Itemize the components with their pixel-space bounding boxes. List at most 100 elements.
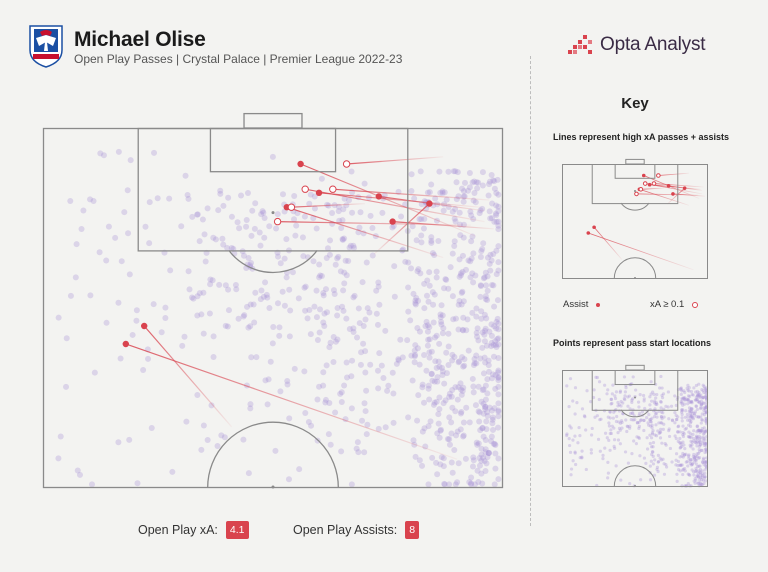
pass-start-point	[629, 418, 633, 422]
pass-start-point	[416, 328, 423, 335]
pass-start-point	[479, 169, 486, 176]
pass-start-point	[688, 424, 693, 428]
pass-start-point	[330, 287, 337, 294]
pass-start-point	[429, 377, 436, 384]
pass-start-point	[286, 286, 293, 293]
pass-start-point	[623, 450, 628, 454]
pass-start-point	[414, 345, 421, 352]
pass-start-point	[619, 419, 624, 423]
pass-start-point	[688, 473, 692, 477]
pass-start-point	[238, 192, 245, 199]
pass-start-point	[405, 308, 412, 315]
pass-start-point	[453, 179, 460, 186]
pass-start-point	[682, 389, 686, 393]
pass-start-point	[321, 310, 328, 317]
pass-start-point	[67, 198, 74, 205]
goal	[625, 364, 645, 371]
pass-start-point	[449, 208, 456, 215]
pass-start-point	[692, 439, 696, 443]
pass-start-point	[660, 441, 664, 445]
pass-start-point	[644, 461, 648, 465]
pass-start-point	[463, 266, 470, 273]
pass-start-point	[300, 253, 307, 260]
pass-start-point	[624, 386, 628, 390]
pass-start-point	[247, 323, 254, 330]
pass-start-point	[461, 356, 468, 363]
pass-start-point	[678, 463, 682, 467]
xa-pass-origin	[642, 181, 648, 186]
pass-start-point	[701, 383, 705, 387]
pass-start-point	[245, 470, 252, 477]
pass-start-point	[654, 401, 658, 405]
pass-start-point	[601, 453, 605, 458]
pass-start-point	[488, 339, 495, 346]
pass-start-point	[700, 483, 704, 487]
pass-start-point	[415, 392, 422, 399]
pass-start-point	[354, 439, 361, 446]
pass-start-point	[638, 393, 642, 397]
pass-start-point	[678, 446, 682, 450]
pass-start-point	[582, 414, 587, 418]
pass-start-point	[683, 469, 687, 473]
pass-start-point	[482, 436, 489, 443]
pass-start-point	[418, 239, 425, 246]
pass-start-point	[439, 188, 446, 195]
pass-start-point	[390, 419, 397, 426]
pass-start-point	[656, 469, 660, 474]
pass-start-point	[609, 428, 613, 432]
pass-start-point	[428, 239, 435, 246]
pass-start-point	[439, 189, 446, 196]
pass-start-point	[606, 388, 610, 392]
pass-start-point	[424, 328, 431, 335]
pass-start-point	[432, 334, 439, 341]
pass-start-point	[240, 313, 247, 320]
pass-start-point	[683, 415, 688, 419]
pass-start-point	[445, 285, 452, 292]
pass-start-point	[702, 432, 706, 436]
pass-start-point	[703, 460, 708, 464]
pass-start-point	[704, 405, 708, 409]
pass-start-point	[435, 420, 442, 427]
pass-start-point	[235, 315, 242, 322]
penalty-spot	[271, 211, 275, 215]
pass-start-point	[247, 301, 254, 308]
pass-start-point	[133, 307, 140, 314]
pass-start-point	[178, 223, 185, 230]
pass-start-point	[670, 419, 675, 423]
pass-start-point	[495, 335, 502, 342]
pass-start-point	[578, 456, 582, 460]
pass-start-point	[495, 408, 502, 415]
pass-start-point	[610, 424, 614, 428]
pass-start-point	[596, 437, 601, 441]
pass-start-point	[385, 382, 392, 389]
pass-start-point	[409, 377, 416, 384]
penalty-arc	[228, 250, 318, 274]
pass-start-point	[343, 202, 350, 209]
pass-start-point	[76, 471, 83, 478]
pass-start-point	[311, 205, 318, 212]
pass-start-point	[617, 426, 622, 430]
pass-start-point	[72, 274, 79, 281]
pass-start-point	[133, 317, 140, 324]
pass-start-point	[469, 270, 476, 277]
pass-start-point	[417, 168, 424, 175]
pass-start-point	[439, 330, 446, 337]
pass-start-point	[369, 225, 376, 232]
pass-start-point	[637, 424, 641, 429]
pass-start-point	[658, 430, 662, 435]
pass-start-point	[460, 188, 467, 195]
pass-start-point	[244, 189, 251, 196]
pass-start-point	[363, 259, 370, 266]
pass-start-point	[691, 411, 695, 415]
pass-start-point	[571, 459, 575, 463]
pass-start-point	[483, 460, 490, 467]
pass-start-point	[687, 473, 691, 477]
pass-start-point	[446, 481, 453, 488]
pass-start-point	[696, 474, 701, 479]
pass-start-point	[694, 466, 698, 471]
pass-start-point	[702, 443, 706, 447]
pass-start-point	[489, 420, 496, 427]
pass-start-point	[659, 400, 663, 404]
pass-start-point	[189, 213, 196, 220]
pass-start-point	[686, 454, 691, 458]
